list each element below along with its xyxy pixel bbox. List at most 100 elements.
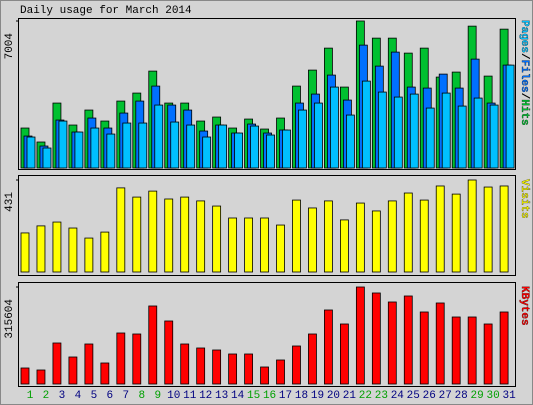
legend-separator: / xyxy=(518,93,530,100)
x-tick-label: 22 xyxy=(359,390,372,402)
bar xyxy=(234,132,244,169)
bar xyxy=(122,122,132,169)
bar xyxy=(228,217,238,273)
bar xyxy=(457,105,467,169)
bar xyxy=(324,200,333,273)
bar xyxy=(451,316,461,385)
x-tick-label: 30 xyxy=(487,390,500,402)
bar xyxy=(186,124,196,169)
x-tick-label: 10 xyxy=(167,390,180,402)
x-tick-label: 28 xyxy=(455,390,468,402)
bar xyxy=(36,369,46,385)
bar xyxy=(441,92,451,169)
bar xyxy=(467,179,477,273)
bar xyxy=(308,207,317,273)
x-tick-label: 3 xyxy=(59,390,66,402)
x-tick-label: 26 xyxy=(423,390,436,402)
bar xyxy=(339,219,349,273)
bar xyxy=(409,93,419,169)
x-tick-label: 5 xyxy=(91,390,98,402)
bar xyxy=(276,224,285,273)
bar xyxy=(505,64,515,169)
bar xyxy=(298,109,307,169)
bar xyxy=(148,305,158,385)
x-tick-label: 1 xyxy=(27,390,34,402)
bar xyxy=(148,190,158,273)
bar xyxy=(324,309,333,385)
bar xyxy=(425,107,435,169)
legend: KBytes xyxy=(518,286,530,326)
bar xyxy=(116,332,126,385)
bar xyxy=(212,205,222,273)
bar xyxy=(489,104,499,169)
y-tick-label: 315604 xyxy=(4,299,16,339)
bar xyxy=(361,80,371,169)
bar xyxy=(100,231,110,273)
bar xyxy=(20,367,30,385)
bar xyxy=(292,345,301,385)
bar xyxy=(499,311,509,385)
bar xyxy=(387,200,397,273)
x-tick-label: 17 xyxy=(279,390,292,402)
bar xyxy=(196,347,206,385)
bar xyxy=(218,124,228,169)
x-tick-label: 2 xyxy=(43,390,50,402)
bar xyxy=(314,102,323,169)
bar xyxy=(250,125,259,169)
x-tick-label: 14 xyxy=(231,390,245,402)
bar xyxy=(26,136,36,169)
bar xyxy=(58,120,68,169)
bar xyxy=(132,196,142,273)
bar xyxy=(244,353,253,385)
bar xyxy=(435,185,445,273)
x-tick-label: 12 xyxy=(199,390,212,402)
legend-entry: Hits xyxy=(518,99,530,125)
x-tick-label: 9 xyxy=(154,390,161,402)
bar xyxy=(330,86,339,169)
bar xyxy=(339,323,349,385)
legend-entry: Files xyxy=(518,60,530,93)
legend: Visits xyxy=(518,179,530,219)
bar xyxy=(435,302,445,385)
x-tick-label: 25 xyxy=(407,390,420,402)
legend-entry: Visits xyxy=(518,179,530,219)
bar xyxy=(403,295,413,385)
y-tick-label: 431 xyxy=(4,192,16,212)
bar xyxy=(164,320,174,385)
bar xyxy=(164,198,174,273)
bar xyxy=(180,343,190,385)
bar xyxy=(116,187,126,273)
bar xyxy=(106,133,116,169)
bar xyxy=(451,193,461,273)
x-tick-label: 11 xyxy=(183,390,197,402)
x-tick-label: 18 xyxy=(295,390,308,402)
bar xyxy=(228,353,238,385)
bar xyxy=(260,217,269,273)
bar xyxy=(74,131,84,169)
bar xyxy=(345,114,355,169)
bar xyxy=(36,225,46,273)
x-tick-label: 7 xyxy=(123,390,130,402)
x-tick-label: 29 xyxy=(471,390,484,402)
x-tick-label: 19 xyxy=(311,390,324,402)
bar xyxy=(90,127,100,169)
bar xyxy=(84,343,94,385)
bar xyxy=(20,232,30,273)
x-tick-label: 20 xyxy=(327,390,340,402)
bar xyxy=(154,104,164,169)
bar xyxy=(196,200,206,273)
bar xyxy=(355,202,365,273)
x-tick-label: 16 xyxy=(263,390,276,402)
bar xyxy=(138,122,148,169)
bar xyxy=(202,136,212,169)
bar xyxy=(266,134,275,169)
x-tick-label: 24 xyxy=(391,390,405,402)
y-tick-label: 7004 xyxy=(4,33,16,60)
bar xyxy=(377,91,387,169)
bar xyxy=(483,186,493,273)
legend-entry: Pages xyxy=(518,20,530,53)
x-tick-label: 21 xyxy=(343,390,357,402)
bar xyxy=(132,333,142,385)
bar xyxy=(308,333,317,385)
